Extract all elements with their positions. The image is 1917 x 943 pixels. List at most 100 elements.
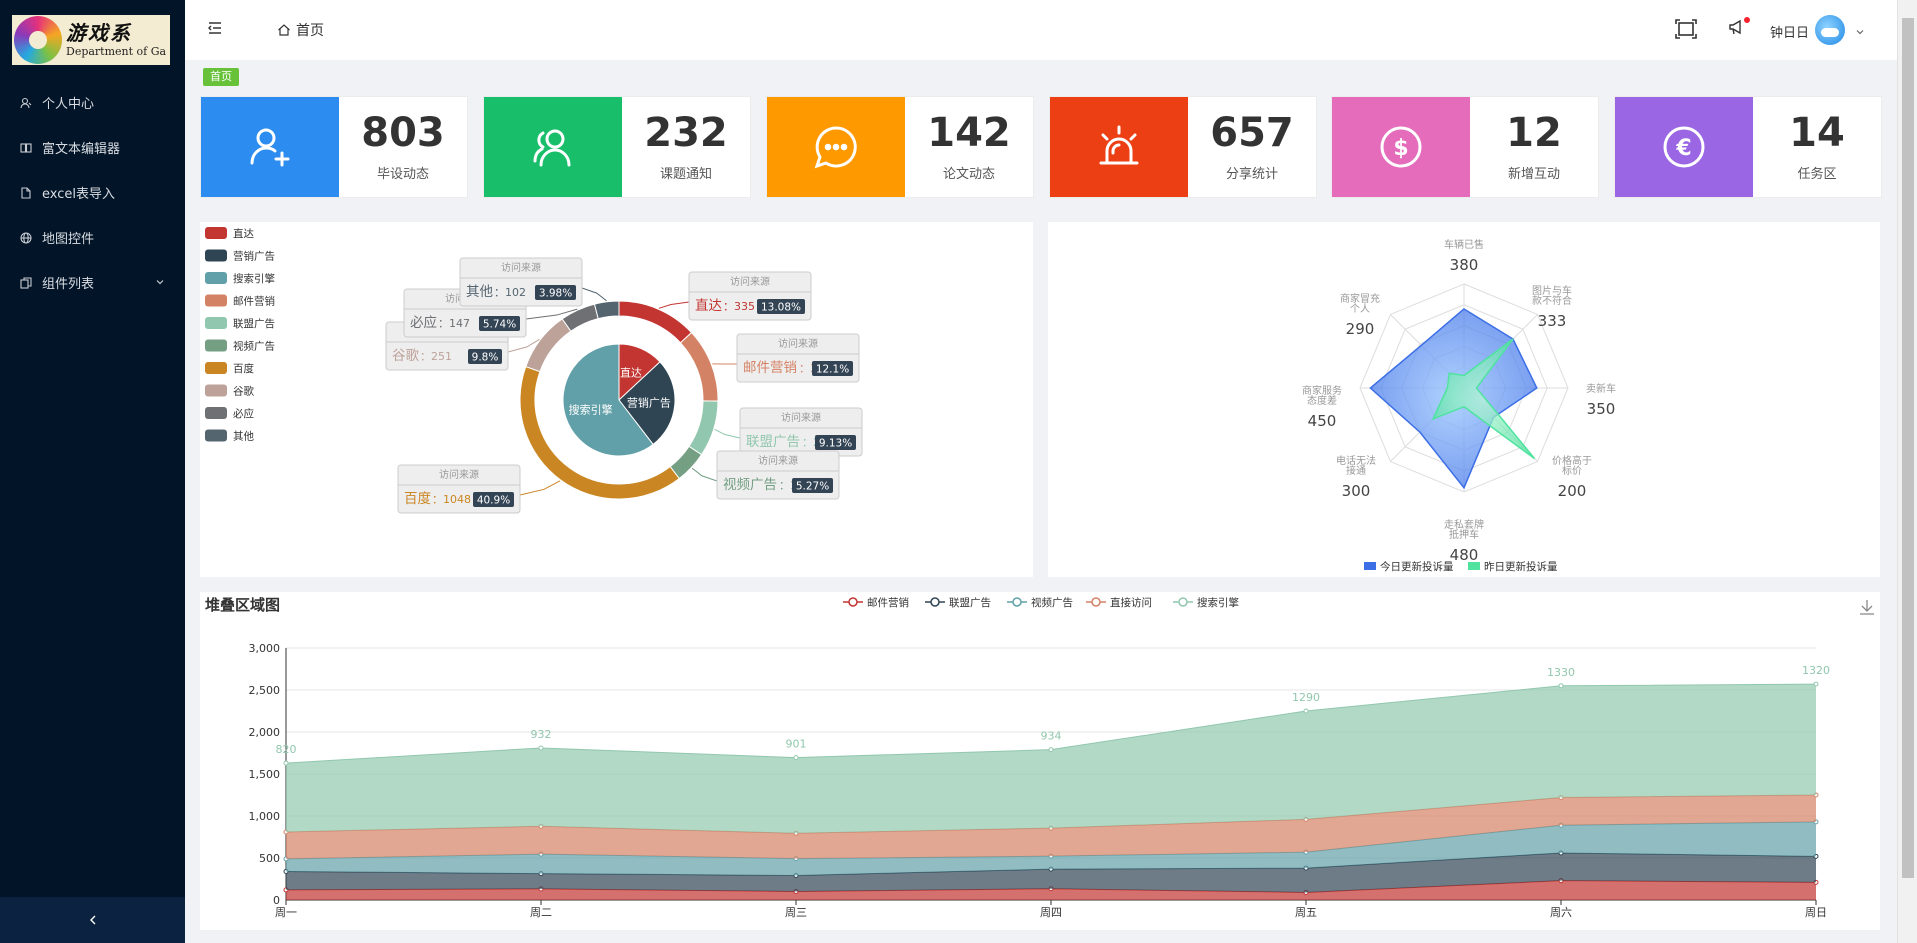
legend-marker [1091, 597, 1101, 607]
stat-label: 新增互动 [1507, 167, 1560, 182]
stat-card[interactable]: $ 12 新增互动 [1331, 96, 1599, 198]
label-box-title: 访问来源 [758, 454, 798, 467]
legend-item[interactable]: 邮件营销 [205, 294, 275, 308]
label-box-title: 访问来源 [778, 337, 818, 350]
area-point [793, 755, 799, 761]
pie-outer-slice[interactable] [688, 400, 719, 456]
page-scrollbar[interactable] [1897, 0, 1917, 943]
area-legend-item[interactable]: 视频广告 [1007, 596, 1073, 609]
label-box-percent-bg [473, 492, 514, 507]
sidebar-item-label: 组件列表 [42, 277, 95, 292]
legend-item[interactable]: 百度 [205, 362, 254, 375]
area-series-fill[interactable] [286, 821, 1816, 876]
radar-series-area[interactable] [1431, 338, 1536, 460]
pie-inner-slice[interactable] [562, 343, 654, 457]
notification-icon[interactable] [1728, 18, 1746, 40]
legend-swatch [205, 249, 227, 262]
menu-toggle-icon[interactable] [207, 20, 223, 40]
radar-indicator-value: 380 [1450, 256, 1479, 274]
radar-indicator-name: 商家服务 [1302, 384, 1342, 397]
area-point [283, 760, 289, 766]
pie-inner-label: 营销广告 [627, 395, 671, 409]
area-point [1303, 708, 1309, 714]
legend-item[interactable]: 搜索引擎 [205, 272, 275, 285]
y-tick-label: 2,500 [249, 684, 281, 697]
sidebar-collapse-button[interactable] [0, 897, 185, 943]
legend-item[interactable]: 直达 [205, 227, 254, 240]
pie-chart-panel: 直达 营销广告 搜索引擎 邮件营销 联盟广告 视频广告 百度 谷歌 必应 其他 直达 营销广告 搜索引擎… [200, 222, 1033, 577]
sidebar-item-rich-editor[interactable]: 富文本编辑器 [0, 125, 185, 170]
legend-swatch [205, 317, 227, 329]
radar-chart-panel: 车辆已售 380 图片与车 款不符合 333 卖新车 350 价格高于 标价 200 走私套牌 抵押车… [1048, 222, 1880, 577]
label-box-percent-bg [479, 316, 520, 331]
pie-outer-slice[interactable] [525, 318, 572, 373]
sidebar-item-label: 个人中心 [42, 97, 95, 112]
x-tick-label: 周日 [1805, 906, 1827, 919]
legend-item[interactable]: 谷歌 [205, 384, 254, 398]
stat-card[interactable]: 232 课题通知 [483, 96, 751, 198]
data-label: 934 [1041, 730, 1062, 743]
sidebar-item-map-control[interactable]: 地图控件 [0, 215, 185, 260]
stat-card[interactable]: 657 分享统计 [1049, 96, 1317, 198]
stat-card[interactable]: € 14 任务区 [1614, 96, 1882, 198]
fullscreen-icon[interactable] [1675, 19, 1697, 43]
area-point [1558, 683, 1564, 689]
pie-inner-slice[interactable] [618, 361, 676, 446]
area-point [1813, 681, 1819, 687]
sidebar-item-profile[interactable]: 个人中心 [0, 80, 185, 125]
stat-label: 任务区 [1797, 167, 1837, 182]
pie-outer-slice[interactable] [561, 303, 599, 332]
radar-indicator-name: 走私套牌 [1444, 518, 1484, 531]
legend-item[interactable]: 视频广告 [205, 339, 275, 353]
area-legend-item[interactable]: 直接访问 [1086, 596, 1152, 609]
pie-outer-slice[interactable] [593, 300, 620, 320]
stat-label: 毕设动态 [376, 167, 429, 182]
header: 首页 钟日日 [185, 0, 1897, 60]
x-tick-label: 周二 [530, 906, 552, 919]
breadcrumb[interactable]: 首页 [277, 20, 324, 40]
legend-label: 百度 [233, 362, 254, 375]
logo[interactable]: 游戏系 Department of Ga [12, 15, 170, 65]
pie-outer-slice[interactable] [679, 331, 719, 402]
pie-label-line [519, 480, 561, 496]
area-series-fill[interactable] [286, 795, 1816, 859]
download-icon[interactable] [1860, 600, 1874, 615]
stat-card[interactable]: 142 论文动态 [766, 96, 1034, 198]
radar-indicator-value: 200 [1558, 482, 1587, 500]
pie-chart[interactable]: 直达营销广告搜索引擎邮件营销联盟广告视频广告百度谷歌必应其他直达营销广告搜索引擎… [200, 222, 1033, 577]
legend-label: 谷歌 [233, 385, 254, 398]
users-icon [533, 129, 571, 167]
radar-legend-item[interactable]: 今日更新投诉量 [1364, 560, 1454, 573]
sidebar-item-component-list[interactable]: 组件列表 [0, 260, 185, 305]
radar-legend-item[interactable]: 昨日更新投诉量 [1468, 560, 1558, 573]
area-legend-item[interactable]: 邮件营销 [843, 596, 909, 609]
legend-swatch [205, 429, 227, 442]
breadcrumb-label: 首页 [296, 23, 324, 39]
chevron-down-icon [155, 276, 165, 291]
sidebar-item-excel-import[interactable]: excel表导入 [0, 170, 185, 215]
scrollbar-thumb[interactable] [1902, 18, 1914, 878]
legend-item[interactable]: 必应 [205, 407, 254, 420]
globe-icon [20, 231, 32, 244]
area-legend-item[interactable]: 搜索引擎 [1173, 596, 1239, 609]
tab-tag-home[interactable]: 首页 [203, 68, 239, 86]
area-legend-item[interactable]: 联盟广告 [925, 596, 991, 609]
data-label: 901 [786, 738, 807, 751]
legend-item[interactable]: 营销广告 [205, 249, 275, 263]
legend-label: 搜索引擎 [1197, 596, 1239, 609]
chevron-down-icon[interactable] [1855, 22, 1865, 41]
legend-item[interactable]: 其他 [205, 429, 254, 443]
stacked-area-chart[interactable]: 堆叠区域图 邮件营销 联盟广告 视频广告 直接访问 搜索引擎 0 500 1,000 1,500 2… [200, 592, 1880, 930]
radar-indicator-value: 350 [1587, 400, 1616, 418]
pie-outer-slice[interactable] [618, 300, 693, 344]
avatar[interactable] [1815, 15, 1845, 45]
pie-label-line [525, 308, 578, 320]
radar-indicator-name: 款不符合 [1532, 294, 1572, 307]
area-chart-panel: 堆叠区域图 邮件营销 联盟广告 视频广告 直接访问 搜索引擎 0 500 1,000 1,500 2… [200, 592, 1880, 930]
area-series-fill[interactable] [286, 852, 1816, 893]
area-series-fill[interactable] [286, 684, 1816, 834]
stat-card[interactable]: 803 毕设动态 [200, 96, 468, 198]
username[interactable]: 钟日日 [1770, 26, 1810, 41]
legend-item[interactable]: 联盟广告 [205, 317, 275, 330]
